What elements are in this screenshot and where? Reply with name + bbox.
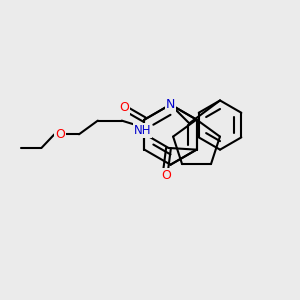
Text: O: O	[119, 101, 129, 114]
Text: O: O	[55, 128, 65, 141]
Text: N: N	[166, 98, 175, 111]
Text: NH: NH	[134, 124, 151, 137]
Text: O: O	[161, 169, 171, 182]
